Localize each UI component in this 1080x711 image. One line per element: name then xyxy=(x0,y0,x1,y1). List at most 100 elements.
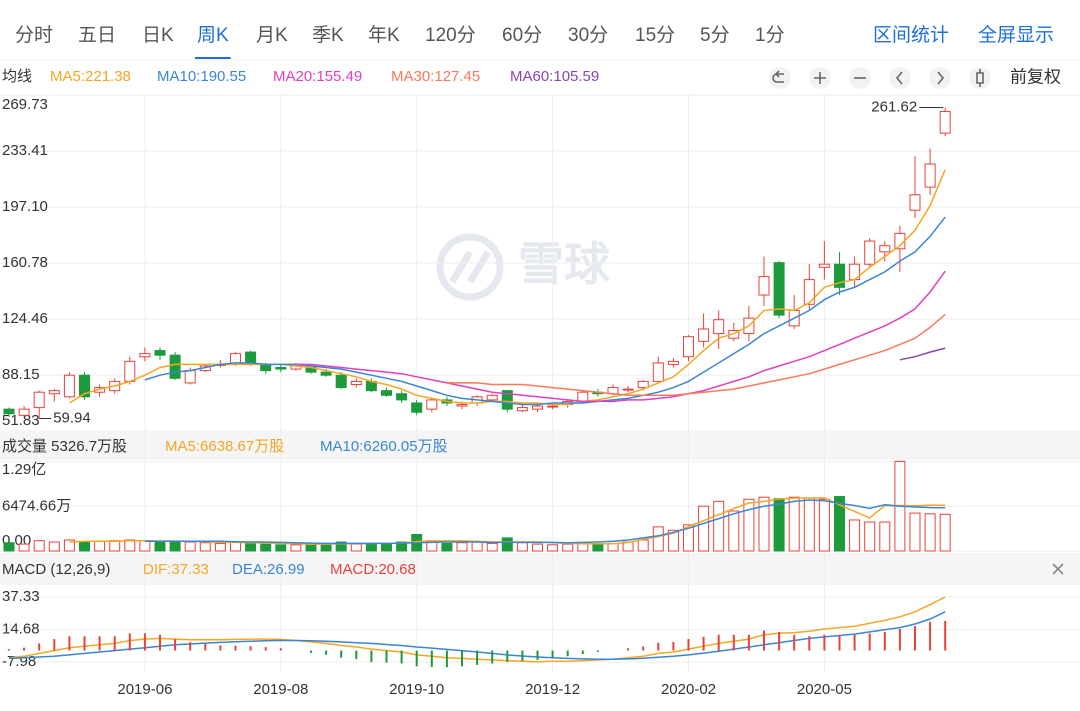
legend-title: 均线 xyxy=(2,68,32,85)
candle-body xyxy=(532,405,543,410)
next-button[interactable] xyxy=(929,67,951,89)
next-icon xyxy=(937,71,945,85)
legend-entry: DEA:26.99 xyxy=(232,561,305,578)
price-adjust[interactable]: 前复权 xyxy=(1010,67,1061,86)
candle-body xyxy=(683,336,694,358)
legend-entry: DIF:37.33 xyxy=(143,561,209,578)
candle-body xyxy=(547,405,559,408)
volume-bar xyxy=(350,543,362,552)
tab[interactable]: 年K xyxy=(368,24,400,46)
candle-body xyxy=(879,245,891,253)
volume-bar xyxy=(94,540,106,552)
volume-bar xyxy=(562,543,574,552)
legend-entry: MA60:105.59 xyxy=(510,68,599,85)
volume-bar xyxy=(109,540,121,552)
tab[interactable]: 120分 xyxy=(425,24,476,46)
volume-bar xyxy=(773,498,785,552)
volume-bar xyxy=(184,541,196,552)
volume-bar xyxy=(683,524,694,552)
candle-body xyxy=(652,362,664,382)
legend-title: MACD (12,26,9) xyxy=(2,561,110,578)
reset-button[interactable] xyxy=(769,67,791,89)
volume-bar xyxy=(667,529,679,552)
candle-body xyxy=(924,163,936,188)
volume-bar xyxy=(532,543,543,552)
toolbar-action[interactable]: 全屏显示 xyxy=(978,24,1054,46)
volume-bar xyxy=(547,544,559,552)
candle-body xyxy=(3,408,15,415)
y-tick-label: 88.15 xyxy=(2,366,40,383)
volume-bar xyxy=(924,513,936,552)
candle-body xyxy=(501,390,513,410)
candle-body xyxy=(396,393,408,401)
volume-bar xyxy=(698,505,710,552)
candle-style-icon xyxy=(976,69,984,87)
volume-bar xyxy=(260,543,272,552)
candle-body xyxy=(154,350,166,356)
candle-body xyxy=(275,367,287,370)
x-tick-label: 2020-05 xyxy=(797,681,852,698)
candle-body xyxy=(818,263,830,268)
volume-bar xyxy=(124,539,136,552)
candle-body xyxy=(184,370,196,384)
legend-entry: MA10:190.55 xyxy=(157,68,246,85)
volume-bar xyxy=(607,542,619,552)
y-tick-label: 160.78 xyxy=(2,254,48,271)
volume-header xyxy=(0,432,1080,460)
candle-body xyxy=(245,351,257,364)
toolbar-action[interactable]: 区间统计 xyxy=(873,24,949,46)
candle-body xyxy=(335,374,347,389)
volume-bar xyxy=(501,537,513,552)
legend-entry: 成交量 5326.7万股 xyxy=(2,437,127,455)
volume-bar xyxy=(154,541,166,552)
x-tick-label: 2019-12 xyxy=(525,681,580,698)
volume-bar xyxy=(864,521,876,552)
volume-bar xyxy=(214,542,226,552)
volume-bar xyxy=(365,542,377,552)
line-series xyxy=(899,347,946,361)
candle-body xyxy=(758,276,770,296)
line-series xyxy=(144,216,946,406)
volume-bar xyxy=(33,540,45,552)
volume-bar xyxy=(139,540,151,552)
watermark: 雪球 xyxy=(436,233,611,301)
candle-body xyxy=(486,394,498,401)
reset-icon xyxy=(772,70,784,83)
tab[interactable]: 五日 xyxy=(78,25,116,46)
candle-body xyxy=(834,263,845,288)
candle-body xyxy=(48,390,60,395)
legend-entry: MACD:20.68 xyxy=(330,561,416,578)
volume-bar xyxy=(230,541,241,552)
volume-bar xyxy=(63,539,75,552)
prev-button[interactable] xyxy=(889,67,911,89)
volume-bar xyxy=(909,512,921,552)
volume-bar xyxy=(803,497,815,552)
tab[interactable]: 1分 xyxy=(755,24,785,46)
tab[interactable]: 月K xyxy=(256,25,288,46)
macd-close-icon[interactable] xyxy=(1052,563,1064,575)
volume-bar xyxy=(834,496,845,552)
candle-body xyxy=(909,194,921,211)
annotation: 261.62 xyxy=(871,98,917,115)
y-tick-label: 51.83 xyxy=(2,412,40,429)
tab[interactable]: 5分 xyxy=(700,24,730,46)
tab[interactable]: 15分 xyxy=(635,24,675,46)
legend-entry: MA5:221.38 xyxy=(50,68,131,85)
tab[interactable]: 周K xyxy=(197,25,229,46)
candle-style-button[interactable] xyxy=(969,67,991,89)
line-series xyxy=(295,270,946,403)
volume-bar xyxy=(516,542,528,552)
tab[interactable]: 分时 xyxy=(15,24,53,46)
tab[interactable]: 30分 xyxy=(568,24,608,46)
candle-body xyxy=(637,380,649,389)
zoom-in-icon xyxy=(814,72,826,84)
candle-body xyxy=(622,388,634,391)
candle-body xyxy=(456,404,468,407)
tab[interactable]: 日K xyxy=(142,25,174,46)
tab[interactable]: 60分 xyxy=(502,24,542,46)
candle-body xyxy=(350,380,362,385)
tab[interactable]: 季K xyxy=(312,24,344,46)
volume-bar xyxy=(456,542,468,552)
candle-body xyxy=(713,319,725,335)
